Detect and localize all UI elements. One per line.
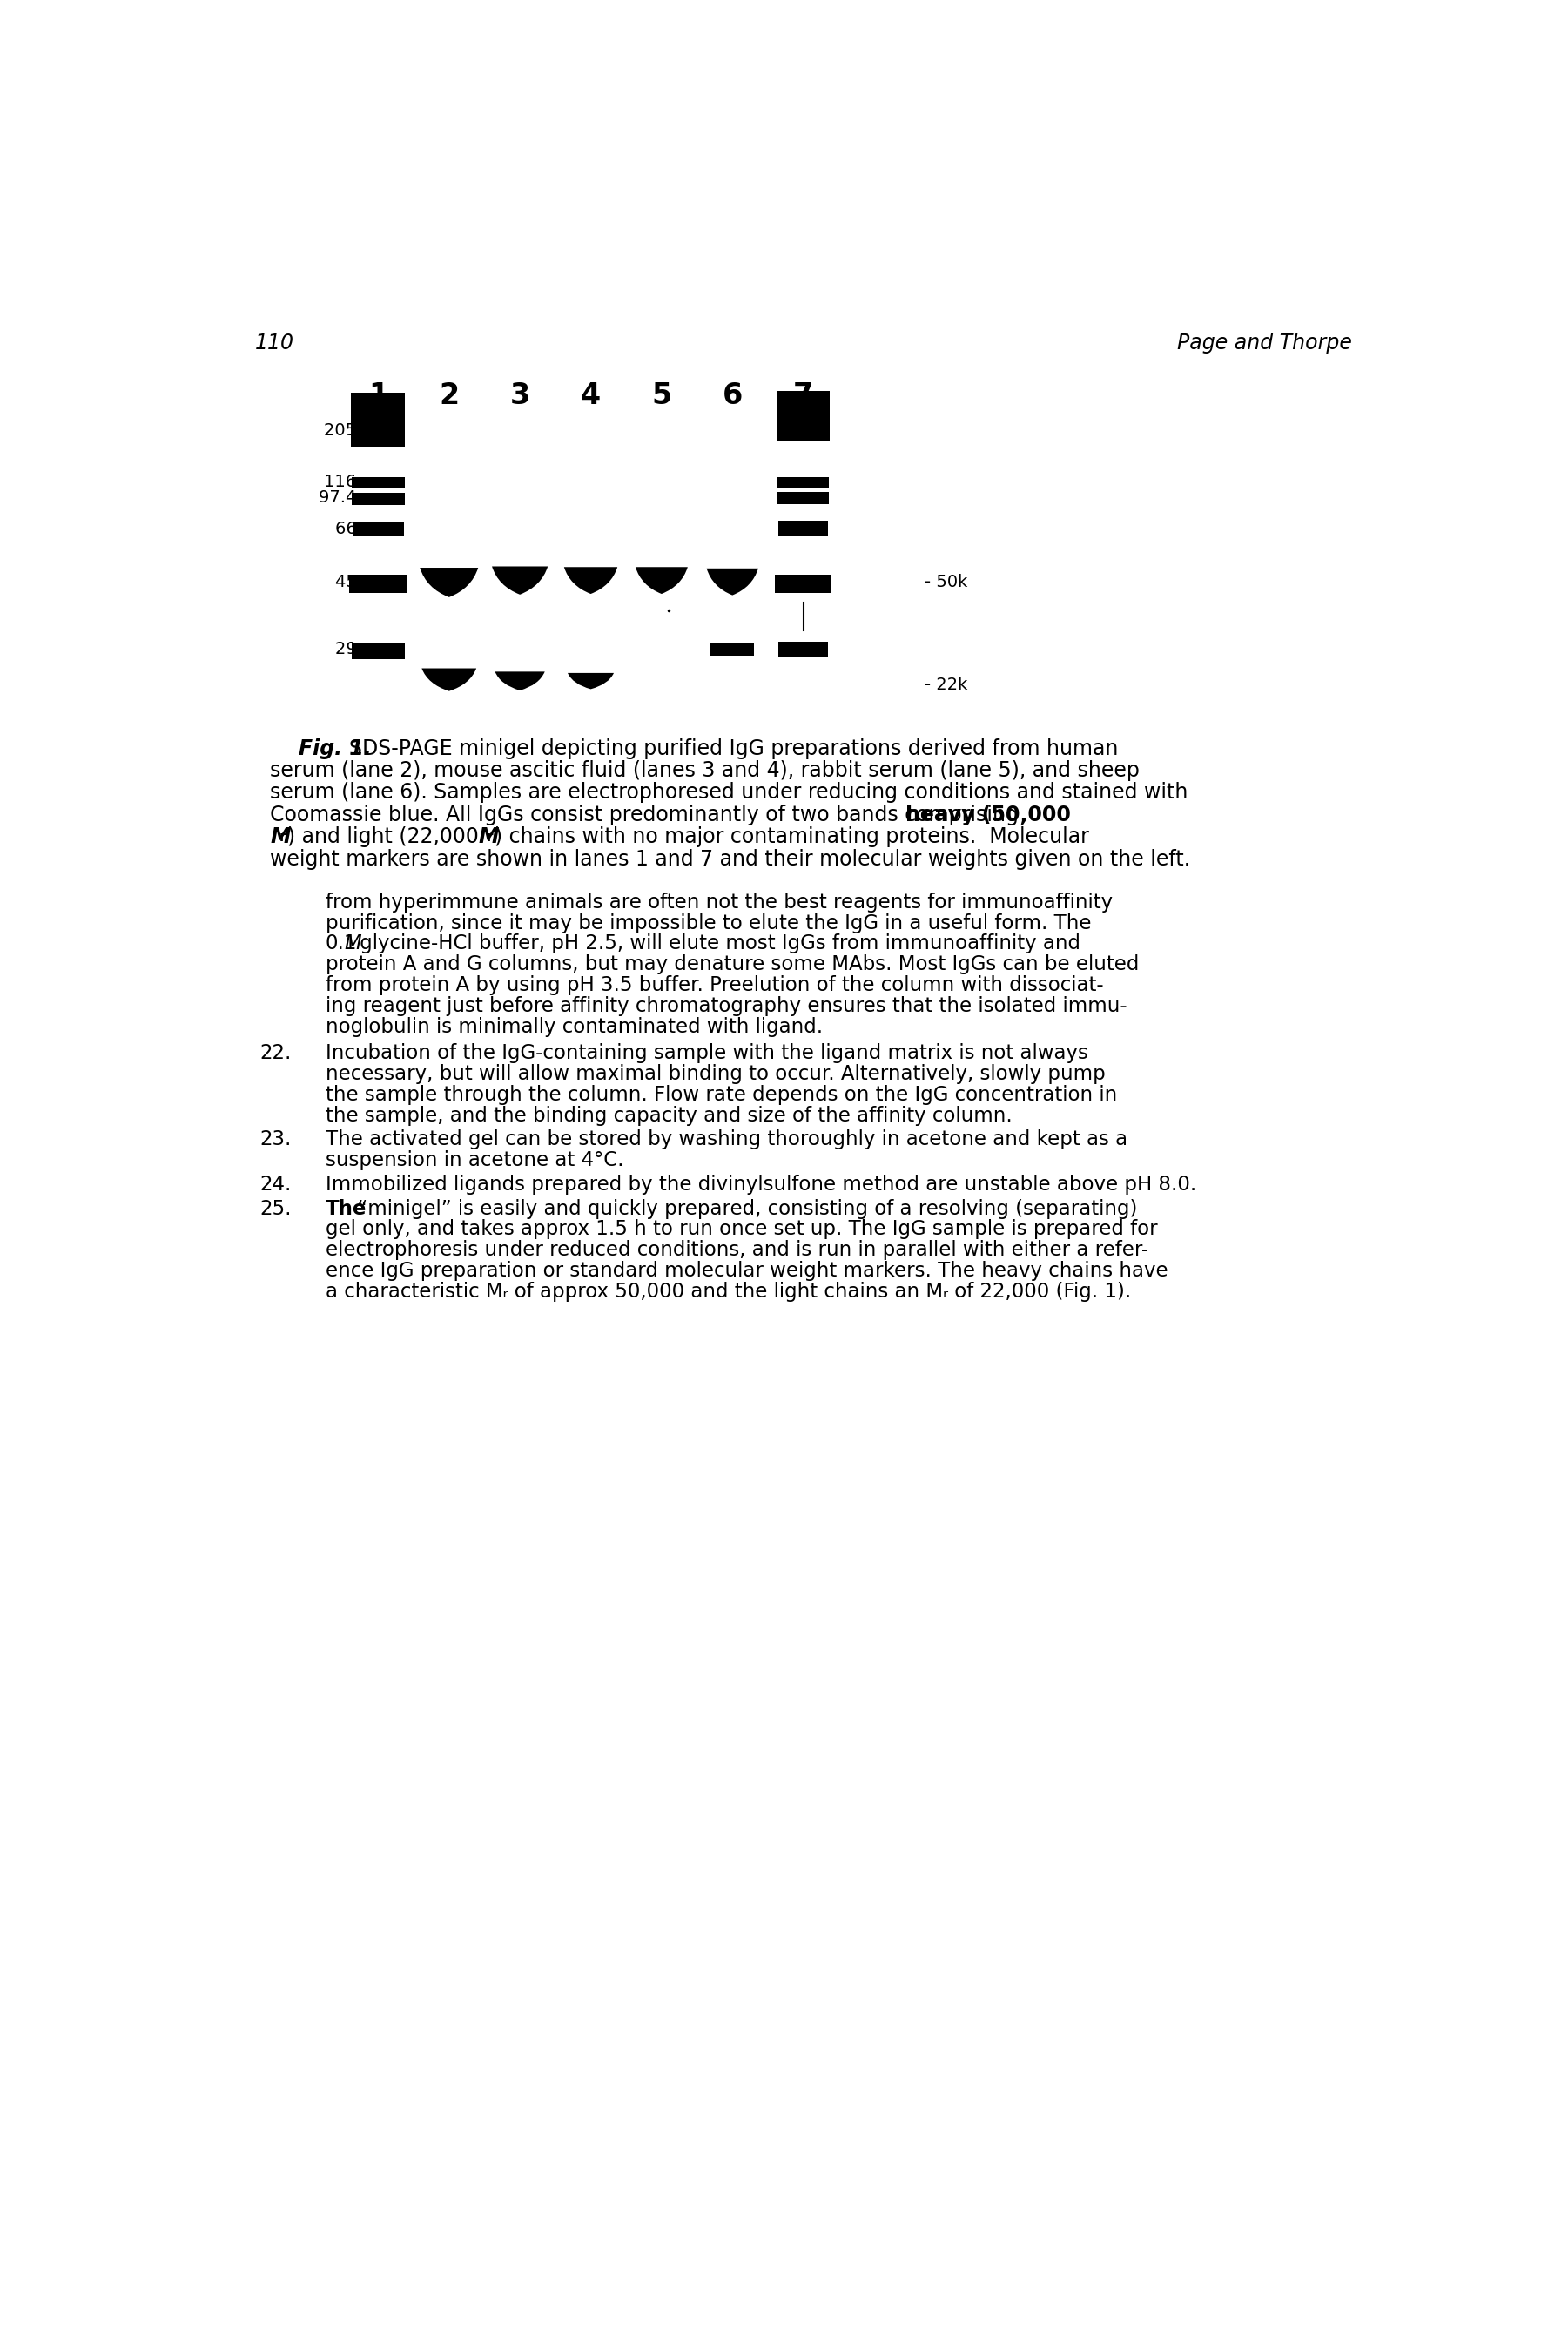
Text: ) and light (22,000: ) and light (22,000 [287,828,485,846]
Text: ence IgG preparation or standard molecular weight markers. The heavy chains have: ence IgG preparation or standard molecul… [326,1260,1168,1281]
Text: 7: 7 [793,381,814,409]
Text: necessary, but will allow maximal binding to occur. Alternatively, slowly pump: necessary, but will allow maximal bindin… [326,1065,1105,1084]
Text: protein A and G columns, but may denature some MAbs. Most IgGs can be eluted: protein A and G columns, but may denatur… [326,955,1138,976]
Text: glycine-HCl buffer, pH 2.5, will elute most IgGs from immunoaffinity and: glycine-HCl buffer, pH 2.5, will elute m… [353,933,1080,955]
PathPatch shape [489,567,550,595]
Text: 97.4 -: 97.4 - [318,489,368,505]
PathPatch shape [419,668,480,691]
Bar [778,522,828,536]
Text: - 22k: - 22k [925,677,967,694]
Text: r: r [486,830,494,844]
Text: Fig. 1.: Fig. 1. [298,738,372,759]
PathPatch shape [564,672,616,689]
Text: 22.: 22. [260,1044,292,1063]
Text: M: M [345,933,362,955]
Text: from hyperimmune animals are often not the best reagents for immunoaffinity: from hyperimmune animals are often not t… [326,893,1113,912]
Text: 24.: 24. [260,1176,292,1194]
Bar [710,644,754,656]
Text: 6: 6 [723,381,743,409]
Text: M: M [270,828,290,846]
Bar [351,494,405,505]
Text: 205 -: 205 - [325,423,368,440]
Bar [778,390,829,442]
Bar [351,477,405,489]
Text: 3: 3 [510,381,530,409]
PathPatch shape [704,569,760,595]
Text: 23.: 23. [260,1128,292,1150]
Bar [351,393,405,447]
Text: 2: 2 [439,381,459,409]
Text: 116 -: 116 - [325,473,368,491]
Text: 4: 4 [580,381,601,409]
Bar [775,574,831,592]
Text: “minigel” is easily and quickly prepared, consisting of a resolving (separating): “minigel” is easily and quickly prepared… [351,1199,1137,1218]
Text: suspension in acetone at 4°C.: suspension in acetone at 4°C. [326,1150,624,1171]
Text: noglobulin is minimally contaminated with ligand.: noglobulin is minimally contaminated wit… [326,1018,823,1037]
Text: 110: 110 [256,331,295,353]
PathPatch shape [492,672,547,691]
Text: the sample through the column. Flow rate depends on the IgG concentration in: the sample through the column. Flow rate… [326,1084,1116,1105]
Text: M: M [478,828,499,846]
Text: Coomassie blue. All IgGs consist predominantly of two bands comprising: Coomassie blue. All IgGs consist predomi… [270,804,1025,825]
Text: 5: 5 [651,381,671,409]
Text: - 50k: - 50k [925,574,967,590]
Text: the sample, and the binding capacity and size of the affinity column.: the sample, and the binding capacity and… [326,1105,1013,1126]
PathPatch shape [632,567,690,595]
Text: a characteristic Mᵣ of approx 50,000 and the light chains an Mᵣ of 22,000 (Fig. : a characteristic Mᵣ of approx 50,000 and… [326,1281,1131,1302]
Text: from protein A by using pH 3.5 buffer. Preelution of the column with dissociat-: from protein A by using pH 3.5 buffer. P… [326,976,1104,994]
Text: Incubation of the IgG-containing sample with the ligand matrix is not always: Incubation of the IgG-containing sample … [326,1044,1088,1063]
Text: weight markers are shown in lanes 1 and 7 and their molecular weights given on t: weight markers are shown in lanes 1 and … [270,849,1190,870]
Text: 66 -: 66 - [336,520,368,536]
Text: serum (lane 2), mouse ascitic fluid (lanes 3 and 4), rabbit serum (lane 5), and : serum (lane 2), mouse ascitic fluid (lan… [270,759,1140,781]
Bar [778,491,829,503]
Text: r: r [279,830,285,844]
Text: serum (lane 6). Samples are electrophoresed under reducing conditions and staine: serum (lane 6). Samples are electrophore… [270,783,1189,804]
PathPatch shape [417,567,481,597]
Text: Immobilized ligands prepared by the divinylsulfone method are unstable above pH : Immobilized ligands prepared by the divi… [326,1176,1196,1194]
Text: 29 -: 29 - [336,642,368,658]
Text: 0.1: 0.1 [326,933,358,955]
Text: ing reagent just before affinity chromatography ensures that the isolated immu-: ing reagent just before affinity chromat… [326,997,1127,1016]
Bar [778,642,828,656]
Text: heavy (50,000: heavy (50,000 [906,804,1071,825]
Bar [350,574,408,592]
Text: The: The [326,1199,367,1218]
Text: The activated gel can be stored by washing thoroughly in acetone and kept as a: The activated gel can be stored by washi… [326,1128,1127,1150]
Text: SDS-PAGE minigel depicting purified IgG preparations derived from human: SDS-PAGE minigel depicting purified IgG … [350,738,1118,759]
Text: 1: 1 [368,381,389,409]
Text: ) chains with no major contaminating proteins.  Molecular: ) chains with no major contaminating pro… [495,828,1090,846]
Bar [778,477,829,489]
Bar [351,642,405,658]
PathPatch shape [561,567,621,595]
Text: 45 -: 45 - [334,574,368,590]
Text: purification, since it may be impossible to elute the IgG in a useful form. The: purification, since it may be impossible… [326,912,1091,933]
Bar [353,522,405,536]
Text: gel only, and takes approx 1.5 h to run once set up. The IgG sample is prepared : gel only, and takes approx 1.5 h to run … [326,1220,1157,1239]
Text: Page and Thorpe: Page and Thorpe [1178,331,1352,353]
Text: 25.: 25. [260,1199,292,1218]
Text: electrophoresis under reduced conditions, and is run in parallel with either a r: electrophoresis under reduced conditions… [326,1241,1148,1260]
